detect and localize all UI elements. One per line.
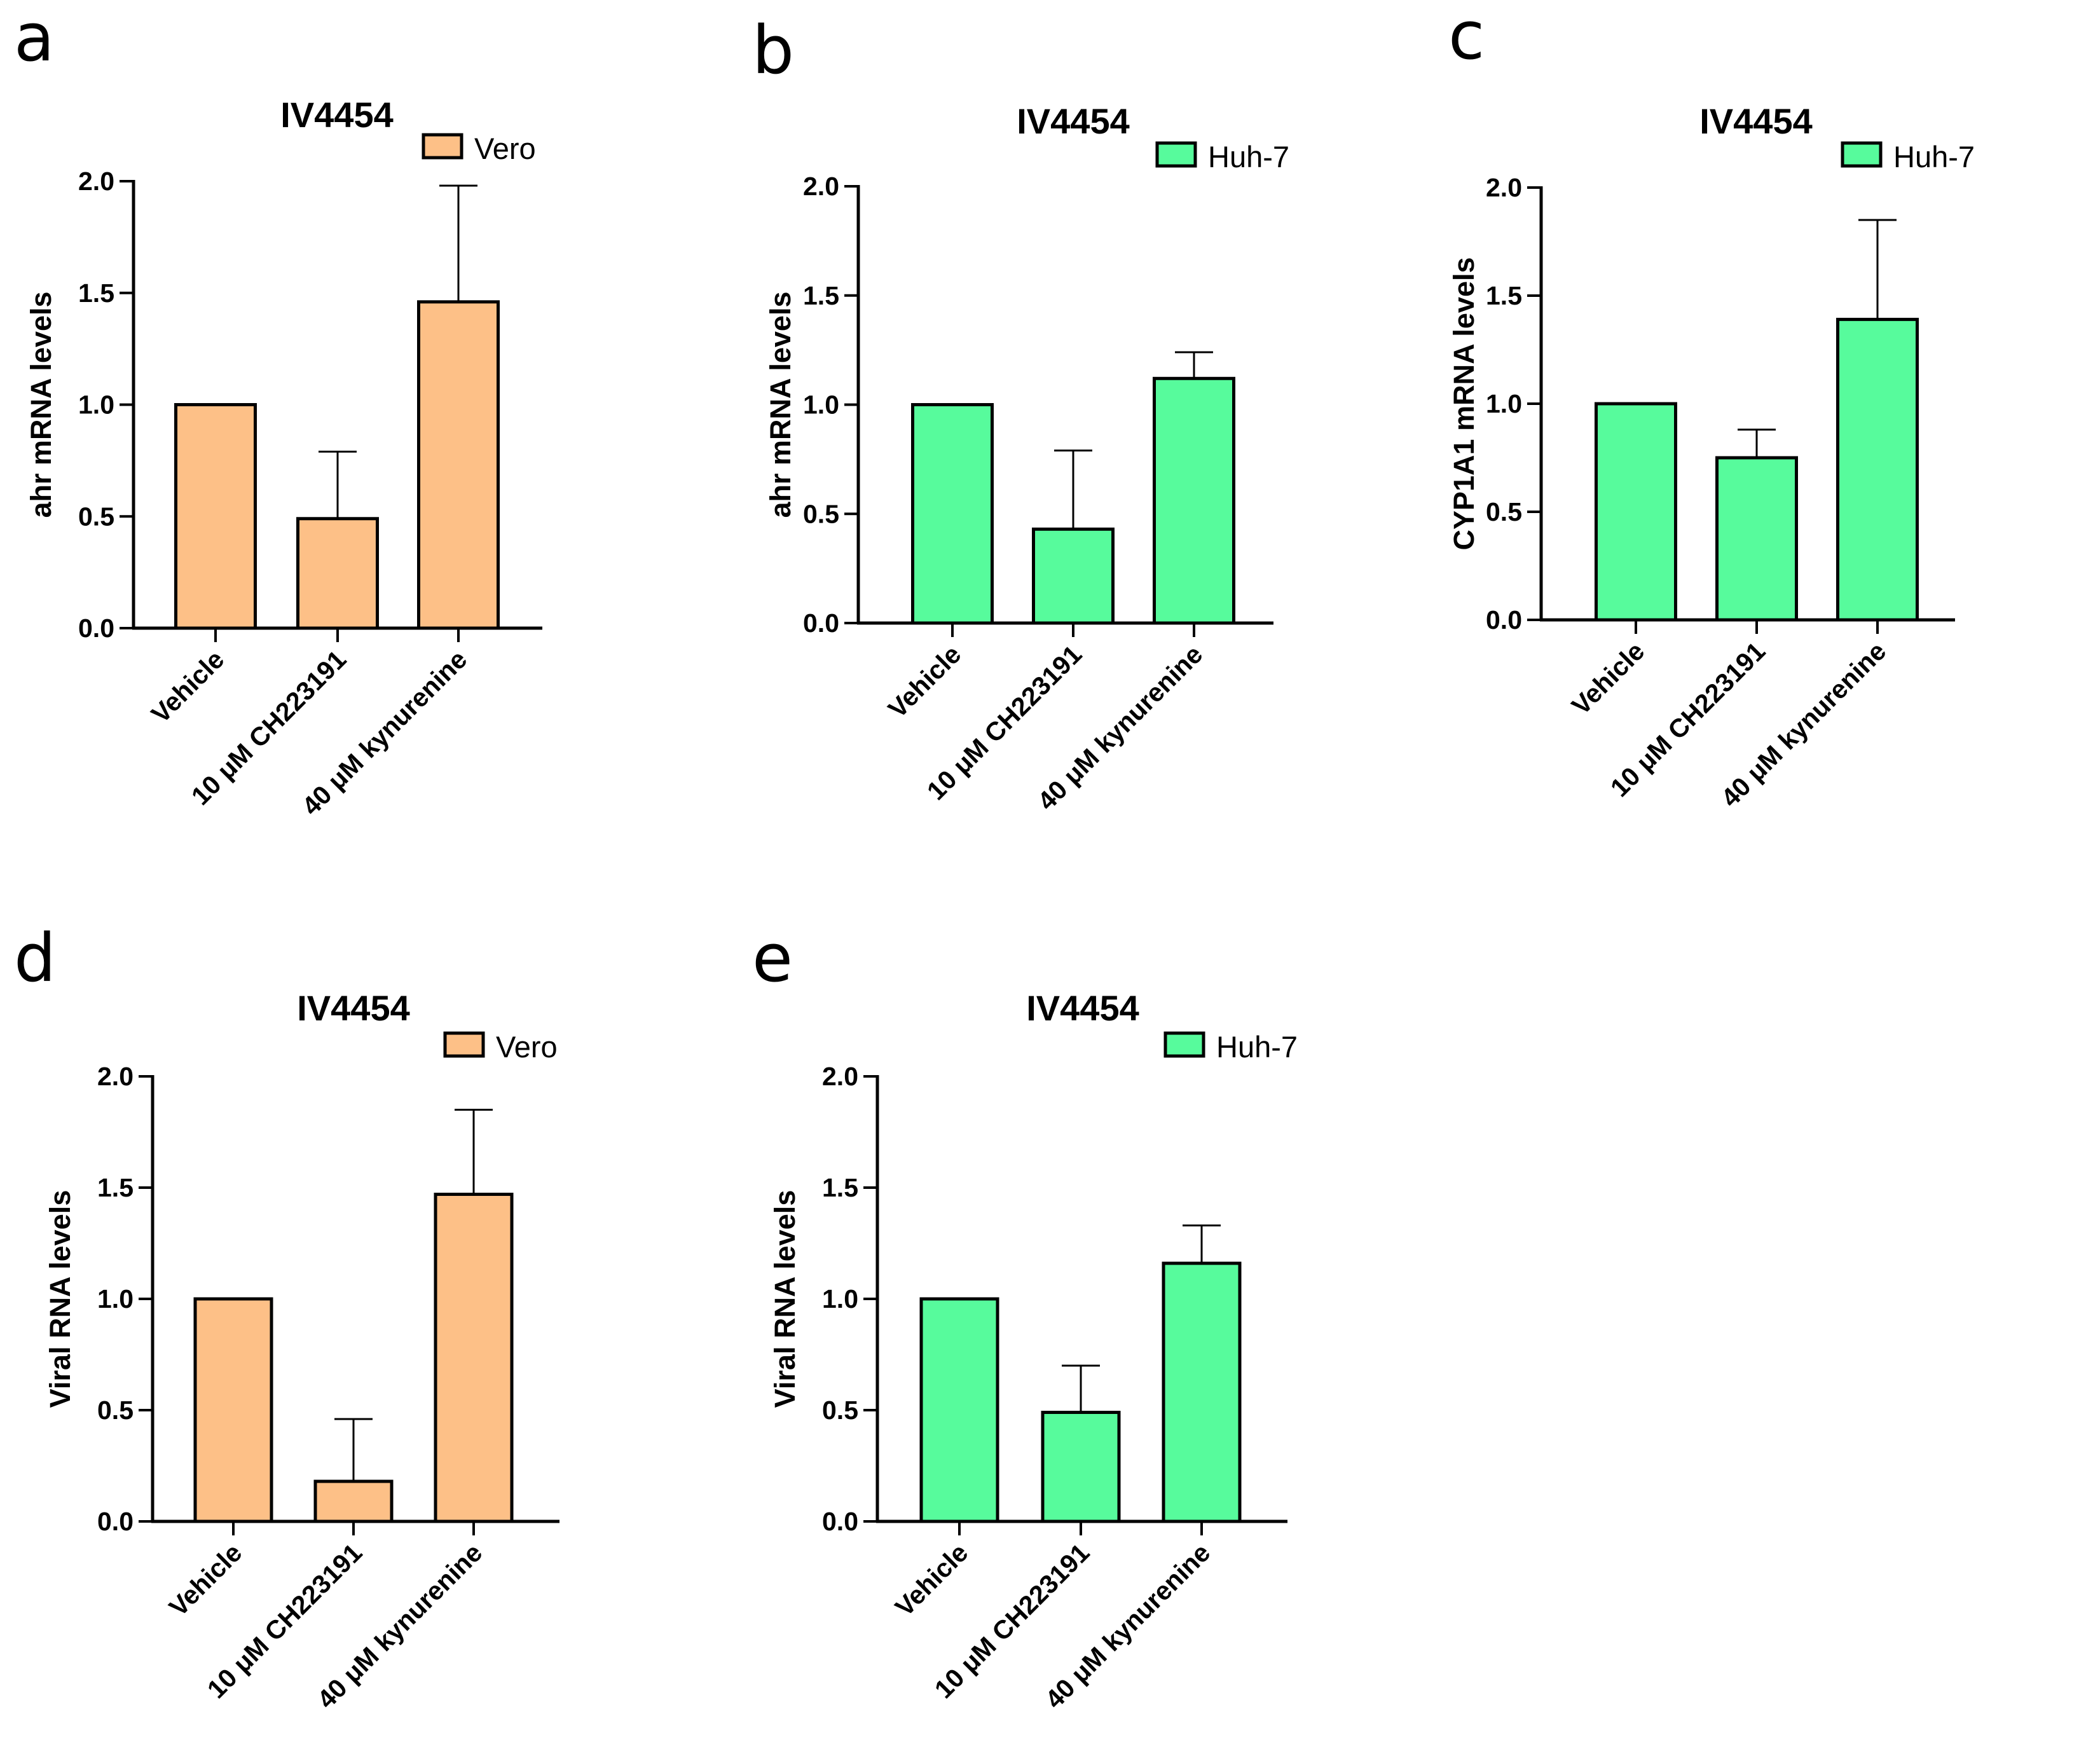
legend-swatch bbox=[1841, 141, 1883, 168]
bar bbox=[1836, 317, 1919, 622]
y-tick-label: 0.0 bbox=[822, 1507, 858, 1536]
bar bbox=[1041, 1411, 1121, 1523]
y-tick-label: 1.0 bbox=[1486, 389, 1522, 418]
y-tick-label: 1.5 bbox=[78, 278, 114, 308]
chart-panel-c: c IV4454 CYP1A1 mRNA levels 0.0 0.5 1.0 1.5 2.0… bbox=[1448, 0, 1975, 813]
y-tick-label: 1.5 bbox=[97, 1173, 134, 1202]
y-tick-label: 0.5 bbox=[822, 1396, 858, 1425]
y-tick-label: 2.0 bbox=[1486, 173, 1522, 202]
y-tick-label: 0.5 bbox=[1486, 497, 1522, 526]
y-tick-label: 1.0 bbox=[78, 390, 114, 420]
bar bbox=[174, 403, 257, 630]
x-tick-label: Vehicle bbox=[882, 640, 966, 724]
bar bbox=[313, 1479, 394, 1523]
legend-label: Vero bbox=[496, 1030, 558, 1064]
legend-swatch bbox=[1163, 1031, 1205, 1058]
bar bbox=[1032, 527, 1115, 625]
bar bbox=[1162, 1261, 1242, 1523]
legend-label: Huh-7 bbox=[1208, 140, 1289, 174]
y-tick-label: 0.5 bbox=[803, 499, 839, 528]
legend-label: Huh-7 bbox=[1893, 140, 1975, 174]
y-axis-label: Viral RNA levels bbox=[44, 1190, 76, 1408]
y-tick-label: 1.0 bbox=[822, 1284, 858, 1314]
legend-swatch bbox=[422, 133, 463, 160]
panel-letter: d bbox=[14, 919, 56, 997]
y-axis-label: ahr mRNA levels bbox=[764, 292, 797, 518]
y-tick-label: 2.0 bbox=[97, 1062, 134, 1091]
bar bbox=[417, 300, 500, 630]
legend-label: Huh-7 bbox=[1216, 1030, 1298, 1064]
x-tick-label: Vehicle bbox=[889, 1538, 973, 1622]
chart-title: IV4454 bbox=[280, 95, 394, 135]
panel-letter: b bbox=[752, 11, 794, 89]
bar bbox=[1153, 376, 1235, 625]
y-tick-label: 2.0 bbox=[78, 167, 114, 196]
chart-panel-d: d IV4454 Viral RNA levels 0.0 0.5 1.0 1.5 2.0 Ve… bbox=[14, 919, 559, 1714]
bar bbox=[296, 517, 379, 630]
legend-swatch bbox=[443, 1031, 485, 1058]
legend-swatch bbox=[1155, 141, 1197, 168]
y-tick-label: 0.5 bbox=[97, 1396, 134, 1425]
y-tick-label: 2.0 bbox=[803, 172, 839, 201]
bar bbox=[434, 1193, 514, 1523]
y-tick-label: 1.0 bbox=[803, 390, 839, 420]
x-tick-label: Vehicle bbox=[146, 645, 230, 729]
panel-letter: c bbox=[1448, 0, 1485, 74]
panel-letter: e bbox=[752, 919, 793, 997]
chart-title: IV4454 bbox=[297, 988, 410, 1028]
bar bbox=[1715, 456, 1798, 622]
y-tick-label: 1.5 bbox=[822, 1173, 858, 1202]
y-tick-label: 1.5 bbox=[1486, 281, 1522, 310]
chart-title: IV4454 bbox=[1699, 101, 1813, 141]
bar bbox=[193, 1297, 273, 1523]
y-axis-label: CYP1A1 mRNA levels bbox=[1448, 257, 1480, 550]
y-tick-label: 0.0 bbox=[97, 1507, 134, 1536]
x-tick-label: Vehicle bbox=[1566, 636, 1650, 720]
bar bbox=[1595, 402, 1677, 622]
chart-panel-a: a IV4454 ahr mRNA levels 0.0 0.5 1.0 1.5 2.0 Veh… bbox=[14, 0, 542, 821]
chart-panel-e: e IV4454 Viral RNA levels 0.0 0.5 1.0 1.5 2.0 Ve… bbox=[752, 919, 1298, 1714]
chart-title: IV4454 bbox=[1026, 988, 1139, 1028]
y-tick-label: 0.5 bbox=[78, 502, 114, 531]
chart-title: IV4454 bbox=[1017, 101, 1130, 141]
bar bbox=[911, 403, 994, 625]
y-tick-label: 0.0 bbox=[803, 608, 839, 638]
y-tick-label: 2.0 bbox=[822, 1062, 858, 1091]
panel-letter: a bbox=[14, 0, 55, 76]
y-tick-label: 0.0 bbox=[78, 614, 114, 643]
legend-label: Vero bbox=[474, 132, 536, 165]
bar bbox=[919, 1297, 999, 1523]
y-axis-label: Viral RNA levels bbox=[769, 1190, 801, 1408]
chart-panel-b: b IV4454 ahr mRNA levels 0.0 0.5 1.0 1.5 2.0 Veh… bbox=[752, 11, 1289, 816]
x-tick-label: Vehicle bbox=[163, 1538, 247, 1622]
y-tick-label: 1.5 bbox=[803, 281, 839, 310]
y-tick-label: 1.0 bbox=[97, 1284, 134, 1314]
y-axis-label: ahr mRNA levels bbox=[25, 292, 57, 518]
y-tick-label: 0.0 bbox=[1486, 605, 1522, 635]
